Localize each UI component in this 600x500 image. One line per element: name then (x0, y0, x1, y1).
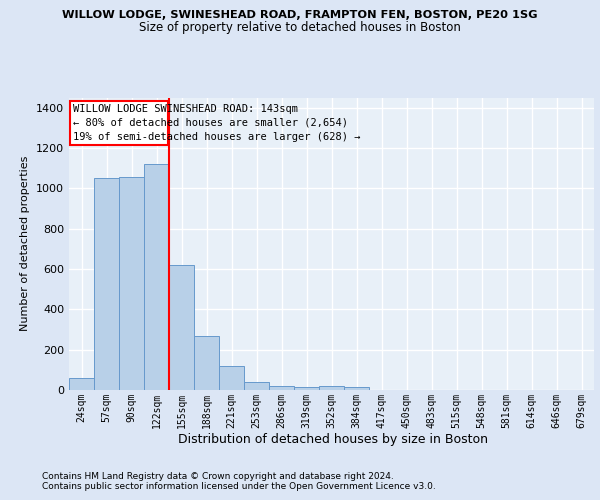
Bar (344, 387, 369, 390)
Text: WILLOW LODGE, SWINESHEAD ROAD, FRAMPTON FEN, BOSTON, PE20 1SG: WILLOW LODGE, SWINESHEAD ROAD, FRAMPTON … (62, 10, 538, 20)
Text: 19% of semi-detached houses are larger (628) →: 19% of semi-detached houses are larger (… (73, 132, 361, 141)
Bar (244, 382, 269, 390)
Bar (169, 265, 194, 390)
Bar (294, 387, 319, 390)
Text: Contains HM Land Registry data © Crown copyright and database right 2024.: Contains HM Land Registry data © Crown c… (42, 472, 394, 481)
Bar (69, 378, 94, 390)
Bar (269, 386, 294, 390)
Bar (144, 164, 169, 390)
Text: Distribution of detached houses by size in Boston: Distribution of detached houses by size … (178, 432, 488, 446)
Bar (319, 386, 344, 390)
Text: WILLOW LODGE SWINESHEAD ROAD: 143sqm: WILLOW LODGE SWINESHEAD ROAD: 143sqm (73, 104, 298, 114)
Bar (94, 178, 119, 390)
Bar (219, 366, 244, 390)
Bar (194, 336, 219, 390)
Text: Contains public sector information licensed under the Open Government Licence v3: Contains public sector information licen… (42, 482, 436, 491)
FancyBboxPatch shape (70, 100, 168, 145)
Bar (119, 177, 144, 390)
Text: ← 80% of detached houses are smaller (2,654): ← 80% of detached houses are smaller (2,… (73, 118, 348, 128)
Y-axis label: Number of detached properties: Number of detached properties (20, 156, 31, 332)
Text: Size of property relative to detached houses in Boston: Size of property relative to detached ho… (139, 22, 461, 35)
